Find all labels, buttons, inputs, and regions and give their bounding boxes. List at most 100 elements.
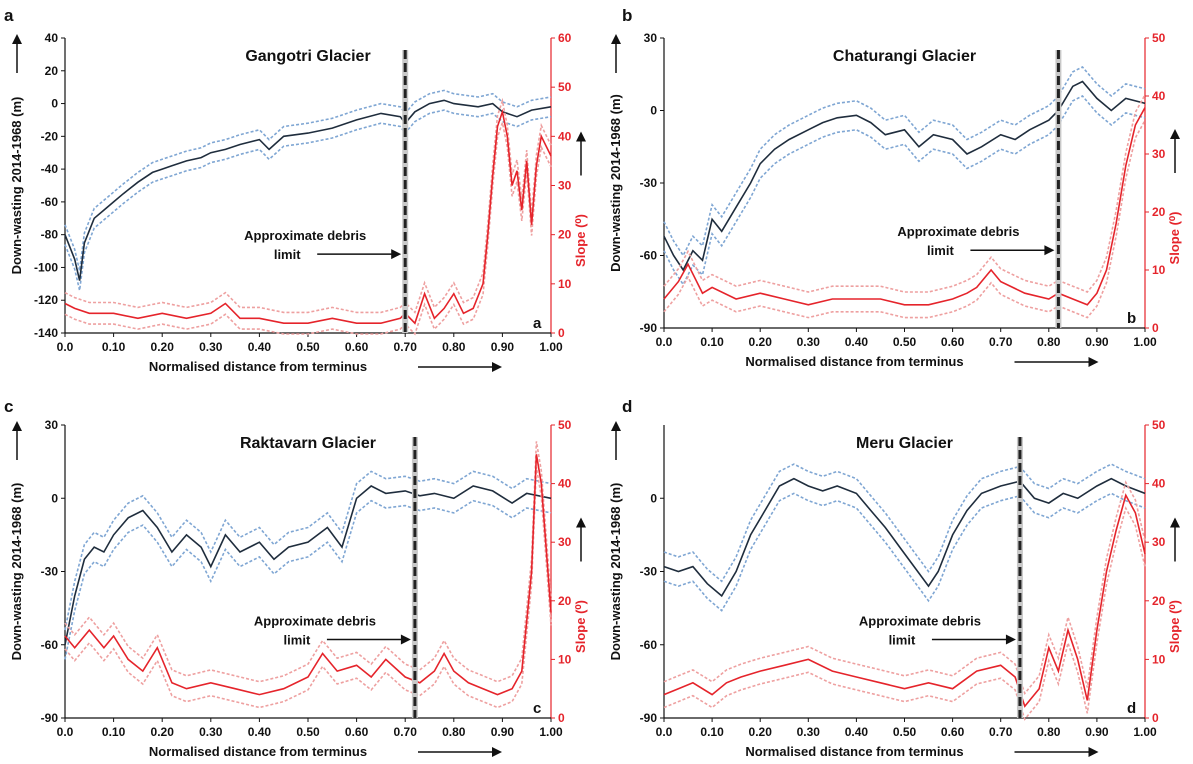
x-tick-label: 0.80 bbox=[442, 725, 466, 739]
x-tick-label: 0.50 bbox=[893, 725, 917, 739]
x-tick-label: 0.40 bbox=[845, 335, 869, 349]
x-tick-label: 0.80 bbox=[1037, 725, 1061, 739]
y-tick-label: -90 bbox=[41, 711, 59, 725]
y2-arrow-head bbox=[576, 517, 586, 528]
debris-annotation-arrow-head bbox=[400, 634, 411, 645]
x-tick-label: 0.40 bbox=[248, 340, 272, 354]
y2-tick-label: 10 bbox=[558, 652, 572, 666]
x-tick-label: 0.30 bbox=[199, 340, 223, 354]
y2-tick-label: 40 bbox=[1152, 89, 1166, 103]
y-tick-label: 30 bbox=[644, 31, 658, 45]
x-axis-label: Normalised distance from terminus bbox=[745, 744, 963, 759]
y-tick-label: -120 bbox=[34, 293, 58, 307]
series-upper-band bbox=[663, 463, 1146, 583]
slope-line bbox=[663, 107, 1146, 306]
debris-limit-band bbox=[411, 437, 418, 718]
slope-line bbox=[64, 454, 552, 696]
x-tick-label: 0.60 bbox=[941, 725, 965, 739]
series-lower-band bbox=[64, 499, 552, 660]
y2-tick-label: 40 bbox=[1152, 477, 1166, 491]
x-arrow-head bbox=[1088, 357, 1099, 367]
y2-tick-label: 50 bbox=[1152, 418, 1166, 432]
x-tick-label: 0.40 bbox=[845, 725, 869, 739]
y-tick-label: -60 bbox=[41, 195, 59, 209]
y-tick-label: 40 bbox=[45, 31, 59, 45]
x-tick-label: 0.20 bbox=[151, 725, 175, 739]
debris-annotation-line1: Approximate debris bbox=[254, 614, 376, 629]
y-arrow-head bbox=[611, 421, 621, 431]
x-tick-label: 0.70 bbox=[989, 335, 1013, 349]
debris-annotation-line2: limit bbox=[284, 633, 311, 648]
x-tick-label: 0.70 bbox=[394, 725, 418, 739]
corner-label: d bbox=[1127, 700, 1136, 717]
slope-line bbox=[663, 493, 1146, 708]
y2-tick-label: 10 bbox=[1152, 263, 1166, 277]
y-tick-label: 20 bbox=[45, 64, 59, 78]
y2-tick-label: 50 bbox=[558, 80, 572, 94]
x-tick-label: 0.80 bbox=[1037, 335, 1061, 349]
y2-tick-label: 20 bbox=[1152, 205, 1166, 219]
x-tick-label: 0.40 bbox=[248, 725, 272, 739]
x-tick-label: 0.30 bbox=[199, 725, 223, 739]
y-tick-label: 0 bbox=[650, 104, 657, 118]
x-tick-label: 0.0 bbox=[57, 725, 74, 739]
x-tick-label: 0.90 bbox=[1085, 725, 1109, 739]
x-arrow-head bbox=[492, 747, 502, 757]
debris-annotation-line1: Approximate debris bbox=[244, 228, 366, 243]
x-tick-label: 1.00 bbox=[1133, 335, 1157, 349]
debris-annotation-line1: Approximate debris bbox=[859, 614, 981, 629]
x-tick-label: 1.00 bbox=[1133, 725, 1157, 739]
y-tick-label: -90 bbox=[640, 321, 658, 335]
chart-panel-c: c 0.0 0.10 0.20 0.30 0.40 0.50 0.60 0.70 0.80 0.90… bbox=[4, 397, 588, 759]
series-lower-band bbox=[64, 467, 552, 709]
x-tick-label: 0.0 bbox=[656, 335, 673, 349]
x-tick-label: 0.50 bbox=[296, 340, 320, 354]
series-lower-band bbox=[663, 492, 1146, 612]
y-axis-label: Down-wasting 2014-1968 (m) bbox=[9, 483, 24, 661]
debris-annotation-line2: limit bbox=[927, 243, 954, 258]
y2-tick-label: 0 bbox=[1152, 321, 1159, 335]
y2-tick-label: 30 bbox=[558, 179, 572, 193]
panel-letter: b bbox=[622, 6, 632, 25]
downwasting-line bbox=[64, 99, 552, 281]
x-tick-label: 0.90 bbox=[491, 725, 515, 739]
series-upper-band bbox=[64, 89, 552, 271]
y2-tick-label: 40 bbox=[558, 477, 572, 491]
y2-tick-label: 20 bbox=[558, 594, 572, 608]
y-axis-label: Down-wasting 2014-1968 (m) bbox=[9, 97, 24, 275]
x-axis-label: Normalised distance from terminus bbox=[149, 359, 367, 374]
debris-annotation-line2: limit bbox=[889, 633, 916, 648]
x-tick-label: 0.70 bbox=[989, 725, 1013, 739]
x-tick-label: 0.20 bbox=[151, 340, 175, 354]
y2-tick-label: 20 bbox=[558, 228, 572, 242]
y2-axis-label: Slope (⁰) bbox=[1167, 600, 1182, 653]
series-upper-band bbox=[663, 480, 1146, 696]
corner-label: b bbox=[1127, 310, 1136, 327]
y-tick-label: 0 bbox=[650, 491, 657, 505]
debris-limit-band bbox=[1016, 437, 1023, 718]
y-tick-label: -30 bbox=[640, 565, 658, 579]
y2-tick-label: 50 bbox=[558, 418, 572, 432]
chart-panel-a: a 0.0 0.10 0.20 0.30 0.40 0.50 0.60 0.70 0.80 0.90… bbox=[4, 6, 588, 374]
y2-axis-label: Slope (⁰) bbox=[573, 214, 588, 267]
downwasting-line bbox=[64, 485, 552, 645]
y2-tick-label: 60 bbox=[558, 31, 572, 45]
y2-tick-label: 0 bbox=[558, 326, 565, 340]
x-tick-label: 0.50 bbox=[893, 335, 917, 349]
y2-tick-label: 50 bbox=[1152, 31, 1166, 45]
y-tick-label: 30 bbox=[45, 418, 59, 432]
x-tick-label: 0.60 bbox=[345, 725, 369, 739]
y-tick-label: 0 bbox=[51, 97, 58, 111]
x-tick-label: 0.60 bbox=[345, 340, 369, 354]
y2-arrow-head bbox=[1170, 129, 1180, 139]
y-tick-label: -20 bbox=[41, 129, 59, 143]
x-tick-label: 1.00 bbox=[539, 340, 563, 354]
x-arrow-head bbox=[492, 362, 502, 372]
series-upper-band bbox=[64, 441, 552, 683]
y-tick-label: -60 bbox=[640, 249, 658, 263]
y-tick-label: -40 bbox=[41, 162, 59, 176]
x-tick-label: 0.80 bbox=[442, 340, 466, 354]
y2-tick-label: 0 bbox=[1152, 711, 1159, 725]
y-tick-label: -30 bbox=[41, 565, 59, 579]
